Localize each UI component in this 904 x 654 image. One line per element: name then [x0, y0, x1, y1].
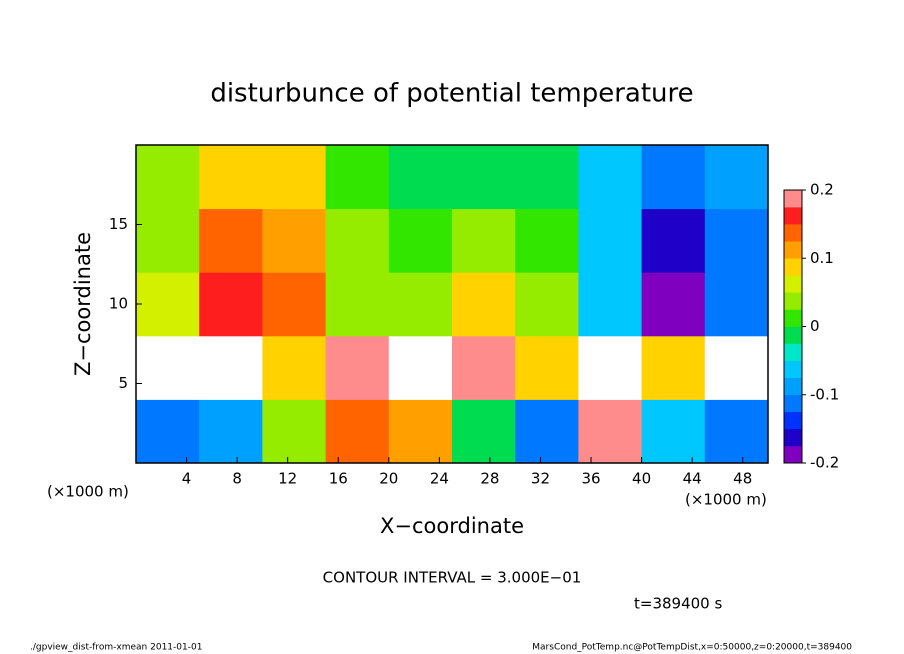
field-cell — [199, 399, 263, 464]
field-cell — [452, 208, 516, 273]
colorbar-tick-label: -0.2 — [810, 454, 839, 472]
y-tick-label: 5 — [118, 374, 128, 392]
field-cell — [325, 208, 390, 273]
field-cell — [578, 272, 643, 337]
field-cell — [641, 145, 706, 210]
contour-interval: CONTOUR INTERVAL = 3.000E−01 — [323, 569, 582, 587]
field-cell — [388, 272, 453, 337]
field-cell — [704, 399, 769, 464]
field-cell — [388, 145, 453, 210]
field-cell — [136, 145, 200, 210]
x-tick-label: 48 — [733, 470, 752, 488]
colorbar-swatch — [784, 241, 802, 259]
colorbar-swatch — [784, 394, 802, 413]
colorbar-swatch — [784, 258, 802, 276]
field-cell — [262, 335, 327, 400]
x-tick-label: 24 — [430, 470, 449, 488]
field-cell — [578, 145, 643, 210]
x-tick-label: 28 — [480, 470, 499, 488]
field-cell — [325, 335, 390, 400]
field-cell — [136, 335, 200, 400]
field-cell — [704, 335, 769, 400]
colorbar-swatch — [784, 292, 802, 310]
time-label: t=389400 s — [634, 595, 722, 613]
colorbar-swatch — [784, 275, 802, 293]
x-tick-label: 32 — [531, 470, 550, 488]
field-cell — [136, 208, 200, 273]
x-tick-label: 16 — [329, 470, 348, 488]
field-cell — [704, 145, 769, 210]
field-cell — [325, 399, 390, 464]
field-cell — [452, 272, 516, 337]
x-unit-label: (×1000 m) — [685, 491, 767, 509]
field-cell — [325, 272, 390, 337]
chart-title: disturbunce of potential temperature — [210, 79, 693, 109]
x-tick-label: 8 — [232, 470, 242, 488]
colorbar-swatch — [784, 445, 802, 464]
field-cell — [388, 399, 453, 464]
x-axis-label: X−coordinate — [380, 514, 524, 538]
x-tick-label: 20 — [379, 470, 398, 488]
x-tick-label: 44 — [683, 470, 702, 488]
field-cell — [578, 208, 643, 273]
field-cell — [136, 272, 200, 337]
colorbar-swatch — [784, 190, 802, 208]
y-tick-label: 15 — [109, 215, 128, 233]
field-cell — [199, 208, 263, 273]
field-cell — [262, 399, 327, 464]
field-cell — [641, 335, 706, 400]
field-cell — [515, 272, 579, 337]
colorbar-swatch — [784, 224, 802, 242]
field-cell — [641, 272, 706, 337]
field-cell — [136, 399, 200, 464]
colorbar-swatch — [784, 326, 802, 344]
field-cell — [388, 208, 453, 273]
field-cell — [515, 335, 579, 400]
x-tick-label: 40 — [632, 470, 651, 488]
colorbar-swatch — [784, 360, 802, 378]
field-cell — [515, 399, 579, 464]
field-cell — [641, 208, 706, 273]
y-unit-label: (×1000 m) — [47, 483, 129, 501]
field-cell — [388, 335, 453, 400]
x-tick-label: 12 — [278, 470, 297, 488]
field-cell — [641, 399, 706, 464]
x-tick-label: 4 — [182, 470, 192, 488]
colorbar-swatch — [784, 207, 802, 225]
field-cell — [325, 145, 390, 210]
colorbar-tick-label: 0 — [810, 317, 820, 335]
field-cell — [704, 208, 769, 273]
colorbar-swatch — [784, 343, 802, 361]
field-cell — [199, 272, 263, 337]
field-cell — [452, 399, 516, 464]
x-tick-label: 36 — [581, 470, 600, 488]
colorbar-swatch — [784, 411, 802, 430]
field-cell — [578, 399, 643, 464]
colorbar-tick-label: 0.2 — [810, 181, 834, 199]
footer-right: MarsCond_PotTemp.nc@PotTempDist,x=0:5000… — [532, 643, 852, 653]
field-cell — [199, 335, 263, 400]
y-axis-label: Z−coordinate — [71, 232, 95, 376]
field-cell — [578, 335, 643, 400]
field-cell — [262, 208, 327, 273]
field-cell — [515, 208, 579, 273]
colorbar-swatch — [784, 428, 802, 447]
field-cell — [704, 272, 769, 337]
field-cell — [199, 145, 263, 210]
colorbar-swatch — [784, 309, 802, 327]
field-cell — [452, 335, 516, 400]
field-cell — [262, 145, 327, 210]
colorbar-tick-label: -0.1 — [810, 385, 839, 403]
y-tick-label: 10 — [109, 295, 128, 313]
field-cell — [452, 145, 516, 210]
field-cell — [262, 272, 327, 337]
footer-left: ./gpview_dist-from-xmean 2011-01-01 — [30, 643, 202, 653]
colorbar-tick-label: 0.1 — [810, 249, 834, 267]
colorbar-swatch — [784, 377, 802, 396]
field-cell — [515, 145, 579, 210]
